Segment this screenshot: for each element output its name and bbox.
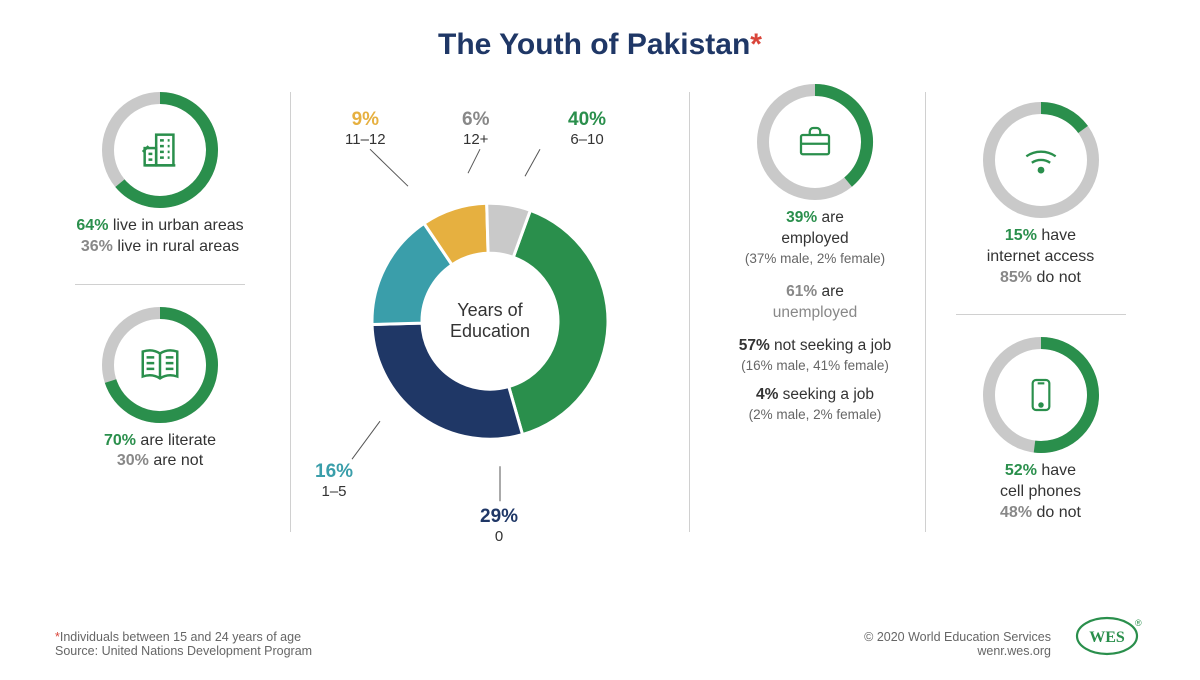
col-center: Years of Education 40%6–1029%016%1–59%11… [290,92,690,532]
footnote: *Individuals between 15 and 24 years of … [55,630,312,658]
cell-line1b: cell phones [1000,482,1081,503]
main-grid: 64% live in urban areas 36% live in rura… [0,62,1200,582]
divider [956,314,1126,315]
col-right: 15% have internet access 85% do not 52% … [925,92,1135,532]
title-main: The Youth of Pakistan [438,28,750,61]
title-asterisk: * [750,28,762,61]
unemployed-block: 61% are unemployed [773,282,857,324]
phone-icon [981,335,1101,455]
edu-label-1-5: 16%1–5 [315,461,353,500]
footer: *Individuals between 15 and 24 years of … [55,614,1145,658]
notseeking-block: 57% not seeking a job (16% male, 41% fem… [739,336,892,375]
briefcase-icon [755,82,875,202]
edu-label-11-12: 9%11–12 [345,109,386,148]
buildings-icon [100,90,220,210]
edu-label-12+: 6%12+ [462,109,489,148]
credit: © 2020 World Education Services wenr.wes… [864,630,1051,658]
divider [75,284,245,285]
urban-line1: 64% live in urban areas [76,216,243,237]
stat-urban: 64% live in urban areas 36% live in rura… [76,82,243,272]
stat-literate: 70% are literate 30% are not [100,297,220,487]
wifi-icon [981,100,1101,220]
seeking-block: 4% seeking a job (2% male, 2% female) [749,385,882,424]
education-center-label: Years of Education [420,300,560,342]
cell-line2: 48% do not [1000,503,1081,524]
literate-line1: 70% are literate [104,431,216,452]
cell-line1: 52% have [1000,461,1081,482]
employed-block: 39% are employed (37% male, 2% female) [745,208,885,268]
internet-line1: 15% have [987,226,1095,247]
page-title: The Youth of Pakistan* [0,0,1200,62]
wes-logo: WES ® [1073,614,1145,658]
edu-label-6-10: 40%6–10 [568,109,606,148]
col-employment: 39% are employed (37% male, 2% female) 6… [715,82,915,582]
internet-line1b: internet access [987,247,1095,268]
book-icon [100,305,220,425]
literate-line2: 30% are not [104,451,216,472]
col-left: 64% live in urban areas 36% live in rura… [55,82,265,582]
svg-text:WES: WES [1089,629,1125,646]
stat-cell: 52% have cell phones 48% do not [981,327,1101,537]
urban-line2: 36% live in rural areas [76,237,243,258]
stat-internet: 15% have internet access 85% do not [981,92,1101,302]
internet-line2: 85% do not [987,268,1095,289]
edu-label-0: 29%0 [480,506,518,545]
svg-text:®: ® [1135,618,1142,628]
